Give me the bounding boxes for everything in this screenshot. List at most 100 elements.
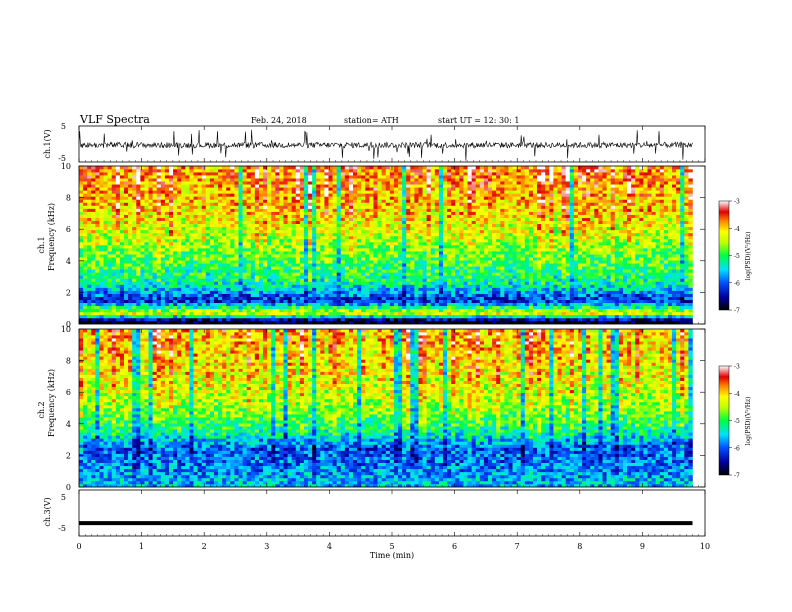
ch1-spectrogram-cell (635, 232, 640, 237)
ch1-spectrogram-cell (209, 220, 215, 225)
ch1-spectrogram-cell (443, 287, 448, 291)
ch1-spectrogram-cell (246, 266, 252, 270)
ch1-spectrogram-cell (680, 287, 685, 291)
ch1-spectrogram-cell (209, 278, 215, 282)
ch1-spectrogram-cell (254, 308, 260, 313)
ch1-spectrogram-cell (577, 238, 583, 243)
ch1-spectrogram-cell (524, 241, 530, 246)
ch1-spectrogram-cell (299, 305, 305, 310)
ch1-spectrogram-cell (189, 302, 194, 307)
ch1-spectrogram-cell (312, 293, 317, 297)
ch1-spectrogram-cell (328, 241, 333, 246)
ch1-spectrogram-cell (577, 290, 583, 294)
ch1-spectrogram-cell (545, 287, 550, 291)
ch1-spectrogram-cell (500, 302, 505, 307)
ch1-spectrogram-cell (553, 311, 558, 316)
ch1-spectrogram-cell (520, 293, 526, 297)
ch1-spectrogram-cell (365, 257, 370, 261)
ch1-spectrogram-cell (438, 251, 444, 255)
ch1-spectrogram-cell (83, 317, 88, 322)
ch1-spectrogram-cell (569, 248, 575, 252)
ch1-spectrogram-cell (520, 308, 526, 313)
ch1-spectrogram-cell (230, 299, 235, 304)
ch1-spectrogram-cell (471, 238, 477, 243)
ch1-spectrogram-cell (197, 305, 202, 310)
ch1-spectrogram-cell (275, 296, 280, 300)
ch1-spectrogram-cell (598, 238, 603, 243)
ch1-spectrogram-cell (467, 232, 472, 237)
ch1-spectrogram-cell (348, 235, 354, 240)
ch1-spectrogram-cell (291, 290, 297, 294)
ch1-spectrogram-cell (573, 257, 579, 261)
ch1-spectrogram-cell (168, 257, 174, 261)
ch1-spectrogram-cell (209, 257, 215, 261)
ch1-spectrogram-cell (631, 281, 636, 285)
ch1-spectrogram-cell (164, 257, 170, 261)
ch1-spectrogram-cell (340, 254, 346, 258)
ch1-spectrogram-cell (680, 235, 685, 240)
ch1-spectrogram-cell (557, 299, 562, 304)
ch1-spectrogram-cell (622, 287, 628, 291)
ch1-spectrogram-cell (426, 299, 432, 304)
ch1-spectrogram-cell (119, 238, 125, 243)
ch1-spectrogram-cell (340, 296, 346, 300)
ch1-spectrogram-cell (226, 226, 231, 231)
ch1-spectrogram-cell (132, 254, 137, 258)
ch1-spectrogram-cell (226, 229, 231, 234)
ch1-spectrogram-cell (504, 232, 509, 237)
ch1-spectrogram-cell (475, 260, 481, 264)
ch1-spectrogram-cell (561, 305, 566, 310)
ch1-spectrogram-cell (348, 232, 354, 237)
ch1-spectrogram-cell (291, 254, 297, 258)
ch1-spectrogram-cell (471, 320, 477, 325)
ch1-spectrogram-cell (156, 235, 162, 240)
ch1-spectrogram-cell (475, 302, 481, 307)
ch1-spectrogram-cell (140, 278, 145, 282)
ch1-spectrogram-cell (569, 305, 575, 310)
ch1-spectrogram-cell (393, 290, 399, 294)
ch1-spectrogram-cell (79, 296, 84, 300)
ch1-spectrogram-cell (103, 241, 108, 246)
ch1-spectrogram-cell (549, 287, 554, 291)
ch1-spectrogram-cell (532, 320, 538, 325)
ch1-spectrogram-cell (267, 308, 272, 313)
ch1-spectrogram-cell (492, 223, 497, 228)
ch1-spectrogram-cell (83, 296, 88, 300)
ch1-spectrogram-cell (467, 314, 472, 319)
ch1-spectrogram-cell (455, 293, 460, 297)
ch1-spectrogram-cell (234, 281, 239, 285)
ch1-spectrogram-cell (479, 232, 485, 237)
ch1-spectrogram-cell (426, 245, 432, 249)
ch1-spectrogram-cell (254, 229, 260, 234)
ch1-spectrogram-cell (201, 226, 207, 231)
ch1-spectrogram-cell (496, 269, 501, 273)
ch1-spectrogram-cell (140, 235, 145, 240)
ch1-spectrogram-cell (328, 226, 333, 231)
ch1-spectrogram-cell (361, 248, 366, 252)
ch1-spectrogram-cell (651, 269, 656, 273)
ch1-spectrogram-cell (487, 290, 493, 294)
ch1-spectrogram-cell (398, 302, 403, 307)
ch1-spectrogram-cell (667, 260, 673, 264)
ch1-spectrogram-cell (197, 302, 202, 307)
ch1-spectrogram-cell (545, 263, 550, 267)
ch1-spectrogram-cell (577, 317, 583, 322)
ch1-spectrogram-cell (614, 293, 620, 297)
ch1-spectrogram-cell (524, 257, 530, 261)
ch1-spectrogram-cell (398, 308, 403, 313)
ch1-spectrogram-cell (279, 308, 284, 313)
ch1-spectrogram-cell (128, 251, 133, 255)
ch1-spectrogram-cell (132, 226, 137, 231)
ch1-spectrogram-cell (303, 287, 309, 291)
ch1-spectrogram-cell (377, 305, 382, 310)
ch1-spectrogram-cell (369, 251, 374, 255)
ch1-spectrogram-cell (639, 232, 644, 237)
ch1-spectrogram-cell (189, 232, 194, 237)
ch1-spectrogram-cell (684, 302, 689, 307)
ch1-spectrogram-cell (631, 317, 636, 322)
ch1-spectrogram-cell (275, 275, 280, 279)
ch1-spectrogram-cell (357, 314, 362, 319)
ch1-spectrogram-cell (418, 248, 423, 252)
ch1-spectrogram-cell (684, 281, 689, 285)
ch1-spectrogram-cell (590, 269, 595, 273)
